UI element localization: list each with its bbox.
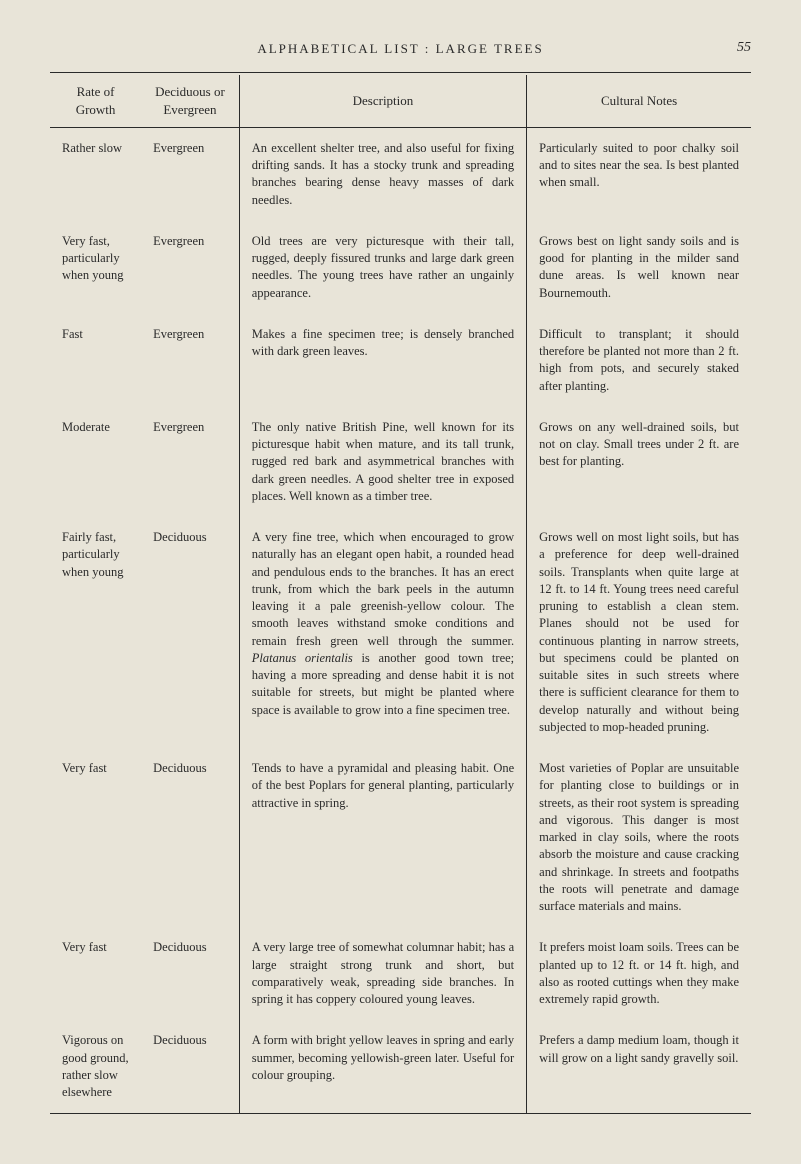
table-body: Rather slowEvergreenAn excellent shelter… [50,127,751,1114]
cell-description: An excellent shelter tree, and also usef… [239,127,526,221]
table-row: ModerateEvergreenThe only native British… [50,407,751,517]
cell-rate: Very fast [50,748,141,927]
cell-notes: Grows best on light sandy soils and is g… [527,221,751,314]
cell-notes: Grows on any well-drained soils, but not… [527,407,751,517]
table-row: FastEvergreenMakes a fine specimen tree;… [50,314,751,407]
cell-rate: Very fast [50,927,141,1020]
cell-type: Evergreen [141,407,239,517]
col-header-notes: Cultural Notes [527,75,751,127]
cell-description: A form with bright yellow leaves in spri… [239,1020,526,1114]
table-row: Vigorous on good ground, rather slow els… [50,1020,751,1114]
cell-rate: Rather slow [50,127,141,221]
col-header-type: Deciduous or Evergreen [141,75,239,127]
cell-type: Deciduous [141,927,239,1020]
table-head: Rate of Growth Deciduous or Evergreen De… [50,75,751,127]
cell-type: Evergreen [141,127,239,221]
table-row: Fairly fast, particularly when youngDeci… [50,517,751,748]
col-header-rate: Rate of Growth [50,75,141,127]
table-row: Very fastDeciduousTends to have a pyrami… [50,748,751,927]
header-row: Rate of Growth Deciduous or Evergreen De… [50,75,751,127]
cell-description: A very large tree of somewhat columnar h… [239,927,526,1020]
cell-type: Deciduous [141,748,239,927]
cell-notes: Most varieties of Poplar are unsuitable … [527,748,751,927]
page-number: 55 [737,40,751,56]
running-title: ALPHABETICAL LIST : LARGE TREES [257,41,543,56]
page: ALPHABETICAL LIST : LARGE TREES 55 Rate … [0,0,801,1164]
table-row: Very fast, particularly when youngEvergr… [50,221,751,314]
rule-top [50,72,751,73]
cell-description: Tends to have a pyramidal and pleasing h… [239,748,526,927]
cell-notes: It prefers moist loam soils. Trees can b… [527,927,751,1020]
cell-rate: Fairly fast, particularly when young [50,517,141,748]
cell-type: Deciduous [141,1020,239,1114]
cell-rate: Fast [50,314,141,407]
cell-rate: Vigorous on good ground, rather slow els… [50,1020,141,1114]
trees-table: Rate of Growth Deciduous or Evergreen De… [50,75,751,1114]
col-header-description: Description [239,75,526,127]
cell-description: Old trees are very picturesque with thei… [239,221,526,314]
cell-description: A very fine tree, which when encouraged … [239,517,526,748]
cell-type: Evergreen [141,221,239,314]
page-header: ALPHABETICAL LIST : LARGE TREES 55 [50,40,751,58]
table-row: Very fastDeciduousA very large tree of s… [50,927,751,1020]
cell-description: The only native British Pine, well known… [239,407,526,517]
cell-notes: Particularly suited to poor chalky soil … [527,127,751,221]
cell-rate: Very fast, particularly when young [50,221,141,314]
cell-notes: Grows well on most light soils, but has … [527,517,751,748]
cell-type: Evergreen [141,314,239,407]
table-row: Rather slowEvergreenAn excellent shelter… [50,127,751,221]
cell-notes: Difficult to transplant; it should there… [527,314,751,407]
cell-notes: Prefers a damp medium loam, though it wi… [527,1020,751,1114]
cell-type: Deciduous [141,517,239,748]
cell-description: Makes a fine specimen tree; is densely b… [239,314,526,407]
cell-rate: Moderate [50,407,141,517]
